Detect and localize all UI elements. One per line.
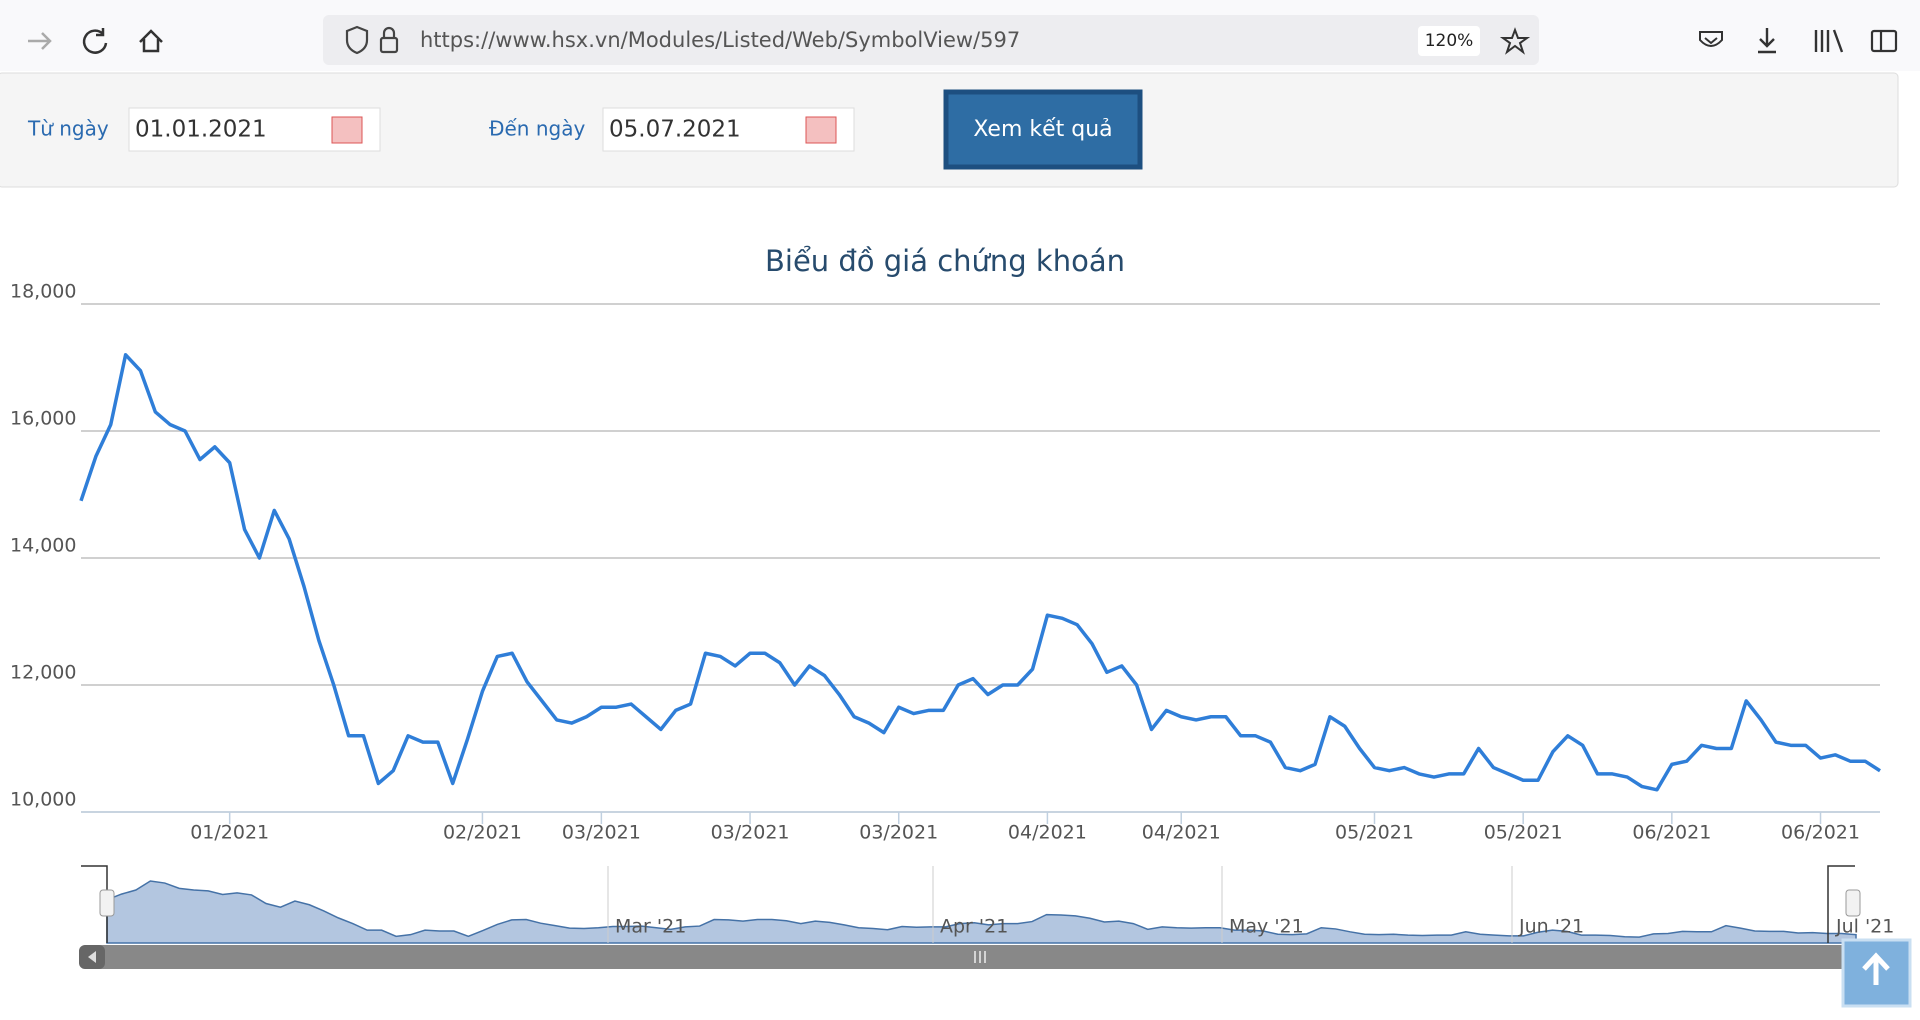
navigator-label: Apr '21 xyxy=(940,916,1008,938)
navigator-label: Jul '21 xyxy=(1835,916,1894,938)
navigator-label: Jun '21 xyxy=(1518,916,1584,938)
y-tick-label: 16,000 xyxy=(10,408,76,430)
x-tick-label: 01/2021 xyxy=(190,822,269,844)
from-value: 01.01.2021 xyxy=(135,117,267,143)
arrow-up-icon xyxy=(1862,952,1890,985)
chart-title: Biểu đồ giá chứng khoán xyxy=(765,244,1125,278)
x-tick-label: 03/2021 xyxy=(562,822,641,844)
lock-icon xyxy=(379,36,399,54)
reload-button[interactable] xyxy=(82,28,108,54)
navigator-handle xyxy=(99,889,115,917)
scrollbar-grip xyxy=(974,951,986,963)
navigator-handle xyxy=(1845,889,1861,917)
lock-icon xyxy=(382,26,396,38)
x-tick-label: 03/2021 xyxy=(711,822,790,844)
plot: 10,000 12,000 14,000 16,000 18,000 01/2021 02/… xyxy=(10,281,1894,969)
bookmark-star[interactable] xyxy=(1499,27,1531,55)
forward-button[interactable] xyxy=(28,32,52,50)
from-label: Từ ngày xyxy=(27,117,109,141)
navigator-frame xyxy=(81,865,1855,943)
x-tick-label: 06/2021 xyxy=(1781,822,1860,844)
zoom-level: 120% xyxy=(1425,31,1474,51)
home-button[interactable] xyxy=(139,29,163,53)
y-tick-label: 18,000 xyxy=(10,281,76,303)
calendar-icon[interactable] xyxy=(805,116,837,144)
download-icon[interactable] xyxy=(1758,28,1776,54)
navigator-area xyxy=(106,880,1857,944)
y-tick-label: 12,000 xyxy=(10,662,76,684)
x-tick-label: 05/2021 xyxy=(1335,822,1414,844)
scrollbar[interactable] xyxy=(79,945,1855,969)
navigator-label: Mar '21 xyxy=(615,916,686,938)
x-tick-label: 04/2021 xyxy=(1008,822,1087,844)
submit-label: Xem kết quả xyxy=(973,117,1112,142)
pocket-icon[interactable] xyxy=(1699,31,1723,47)
x-tick-label: 06/2021 xyxy=(1632,822,1711,844)
submit-button[interactable] xyxy=(943,89,1143,170)
calendar-icon[interactable] xyxy=(331,116,363,144)
x-tick-label: 03/2021 xyxy=(859,822,938,844)
x-tick-label: 05/2021 xyxy=(1484,822,1563,844)
y-tick-label: 10,000 xyxy=(10,789,76,811)
to-label: Đến ngày xyxy=(489,117,585,141)
library-icon[interactable] xyxy=(1814,29,1844,53)
sidebar-icon[interactable] xyxy=(1870,29,1898,53)
shield-icon xyxy=(345,25,369,55)
x-tick-label: 04/2021 xyxy=(1142,822,1221,844)
scrollbar-arrow xyxy=(88,951,96,963)
navigator-label: May '21 xyxy=(1229,916,1304,938)
url: https://www.hsx.vn/Modules/Listed/Web/Sy… xyxy=(420,28,1020,52)
y-tick-label: 14,000 xyxy=(10,535,76,557)
url-bar[interactable] xyxy=(323,15,1539,65)
price-line xyxy=(79,353,1881,792)
x-tick-label: 02/2021 xyxy=(443,822,522,844)
zoom-badge[interactable] xyxy=(1418,26,1480,56)
to-value: 05.07.2021 xyxy=(609,117,741,143)
